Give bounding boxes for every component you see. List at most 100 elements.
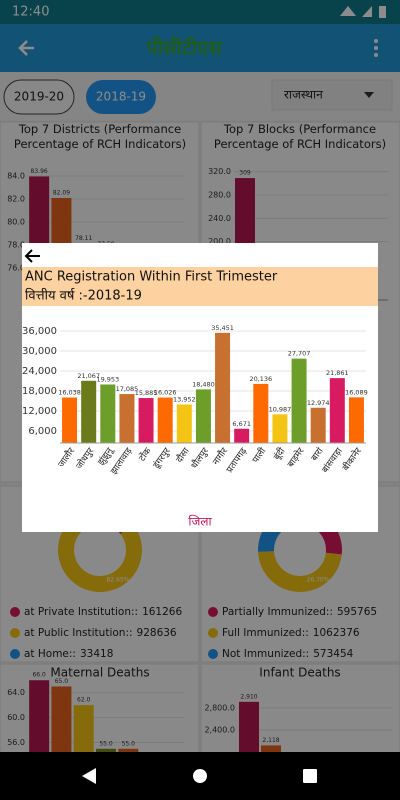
legend-label: Partially Immunized::595765 bbox=[222, 606, 377, 618]
bar-value-label: 15,885 bbox=[135, 389, 158, 397]
bar bbox=[253, 383, 269, 443]
bar-value-label: 16,038 bbox=[58, 389, 81, 397]
bar bbox=[81, 380, 97, 443]
y-tick-label: 200.0 bbox=[208, 237, 231, 246]
app-title: पीसीटीएस bbox=[145, 36, 223, 60]
card-title: Maternal Deaths bbox=[50, 666, 149, 680]
legend-name: at Private Institution:: bbox=[24, 606, 138, 618]
y-tick-label: 82.0 bbox=[7, 195, 25, 204]
bar-value-label: 10,987 bbox=[269, 405, 292, 413]
bar-value-label: 35,451 bbox=[211, 324, 234, 332]
bar bbox=[215, 332, 231, 443]
bar-value-label: 18,480 bbox=[192, 380, 215, 388]
legend-value: 595765 bbox=[337, 606, 377, 618]
year-tab[interactable] bbox=[3, 79, 75, 115]
y-tick-label: 24,000 bbox=[22, 366, 57, 377]
bar bbox=[195, 389, 211, 443]
state-dropdown[interactable] bbox=[271, 79, 393, 111]
bar-value-label: 83.96 bbox=[31, 168, 48, 175]
legend-label: at Home::33418 bbox=[24, 648, 113, 660]
bar bbox=[348, 397, 364, 443]
legend-icon bbox=[208, 649, 218, 659]
bar-value-label: 13,952 bbox=[173, 395, 196, 403]
bar-value-label: 55.0 bbox=[99, 740, 113, 747]
state-dropdown-label: राजस्थान bbox=[284, 88, 323, 102]
nav-back[interactable] bbox=[82, 768, 96, 784]
bar-value-label: 2,910 bbox=[240, 693, 257, 700]
y-tick-label: 78.0 bbox=[7, 241, 25, 250]
nav-home[interactable] bbox=[193, 769, 207, 783]
bar bbox=[272, 414, 288, 443]
bar bbox=[176, 404, 192, 443]
bar-value-label: 17,085 bbox=[116, 385, 139, 393]
bar bbox=[138, 398, 154, 443]
y-tick-label: 56.0 bbox=[7, 738, 25, 747]
legend-label: Not Immunized::573454 bbox=[222, 648, 354, 660]
bar bbox=[310, 407, 326, 443]
legend-icon bbox=[208, 607, 218, 617]
dialog-back-button[interactable] bbox=[24, 249, 40, 263]
y-tick-label: 36,000 bbox=[22, 326, 57, 337]
legend-label: at Private Institution::161266 bbox=[24, 606, 182, 618]
y-tick-label: 6,000 bbox=[28, 426, 57, 437]
app-bar bbox=[0, 24, 400, 72]
bar-value-label: 19,953 bbox=[96, 375, 119, 383]
legend-value: 1062376 bbox=[313, 627, 360, 639]
bar bbox=[51, 686, 72, 755]
y-tick-label: 320.0 bbox=[208, 167, 231, 176]
legend-name: Partially Immunized:: bbox=[222, 606, 333, 618]
x-axis-title: जिला bbox=[188, 515, 212, 529]
back-button[interactable] bbox=[18, 40, 34, 56]
bar bbox=[119, 394, 135, 443]
bar-value-label: 66.0 bbox=[32, 672, 46, 679]
legend-name: Full Immunized:: bbox=[222, 627, 309, 639]
legend-icon bbox=[10, 607, 20, 617]
dialog-subtitle: वित्तीय वर्ष :-2018-19 bbox=[25, 288, 142, 304]
bar bbox=[73, 705, 94, 755]
legend-name: at Home:: bbox=[24, 648, 76, 660]
year-tab-selected[interactable] bbox=[86, 80, 156, 114]
y-tick-label: 18,000 bbox=[22, 386, 57, 397]
bar-value-label: 12,974 bbox=[307, 399, 330, 407]
bar-value-label: 6,671 bbox=[232, 420, 251, 428]
nav-recents[interactable] bbox=[303, 769, 317, 783]
signal-icon bbox=[362, 6, 372, 17]
bar-value-label: 16,089 bbox=[345, 388, 368, 396]
bar-value-label: 55.0 bbox=[122, 740, 136, 747]
dialog-title: ANC Registration Within First Trimester bbox=[25, 270, 278, 285]
legend-value: 33418 bbox=[80, 648, 113, 660]
y-tick-label: 64.0 bbox=[7, 688, 25, 697]
year-tab-label: 2018-19 bbox=[96, 90, 146, 104]
bar-value-label: 20,136 bbox=[249, 375, 272, 383]
legend-name: at Public Institution:: bbox=[24, 627, 133, 639]
y-tick-label: 240.0 bbox=[208, 214, 231, 223]
legend-name: Not Immunized:: bbox=[222, 648, 309, 660]
menu-button[interactable] bbox=[374, 39, 378, 57]
bar-value-label: 2,118 bbox=[262, 737, 279, 744]
y-tick-label: 12,000 bbox=[22, 406, 57, 417]
bar bbox=[62, 397, 78, 443]
bar-value-label: 21,861 bbox=[326, 369, 349, 377]
card-title: Top 7 Districts (Performance Percentage … bbox=[2, 122, 198, 152]
year-tab-label: 2019-20 bbox=[14, 90, 64, 104]
bar bbox=[100, 384, 116, 443]
legend-value: 573454 bbox=[313, 648, 353, 660]
legend-label: Full Immunized::1062376 bbox=[222, 627, 360, 639]
legend-value: 928636 bbox=[137, 627, 177, 639]
y-tick-label: 80.0 bbox=[7, 218, 25, 227]
bar bbox=[157, 397, 173, 443]
card bbox=[200, 663, 400, 765]
bar-value-label: 62.0 bbox=[77, 697, 91, 704]
bar bbox=[118, 748, 139, 755]
bar bbox=[96, 748, 116, 755]
bar-value-label: 82.09 bbox=[53, 189, 70, 196]
bar bbox=[291, 358, 307, 443]
bar-value-label: 309 bbox=[239, 170, 251, 177]
bar-value-label: 21,067 bbox=[77, 372, 100, 380]
y-tick-label: 30,000 bbox=[22, 346, 57, 357]
wifi-icon bbox=[340, 6, 356, 16]
status-bar bbox=[0, 0, 400, 24]
donut-segment bbox=[258, 551, 342, 592]
